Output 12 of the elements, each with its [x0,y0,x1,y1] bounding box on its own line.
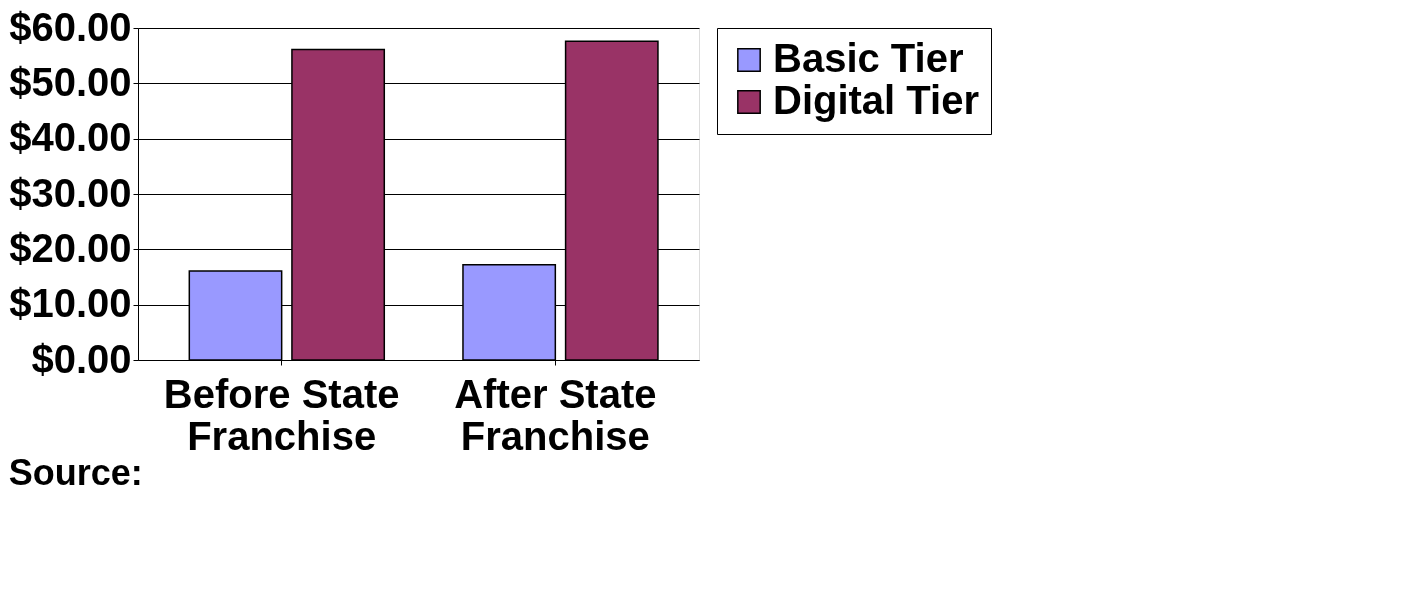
y-tick-label: $10.00 [9,281,132,326]
legend-label: Basic Tier [773,36,964,80]
y-tick-label: $60.00 [9,4,132,49]
y-tick-label: $40.00 [9,115,132,160]
x-tick-label: Before State Franchise [163,371,400,458]
source-note: Source: [8,452,143,493]
legend-label: Digital Tier [773,78,979,122]
y-tick-label: $50.00 [9,59,132,104]
y-tick-label: $20.00 [9,225,132,270]
y-tick-label: $30.00 [9,170,132,215]
y-tick-label: $0.00 [31,336,132,381]
x-tick-label: After State Franchise [454,371,657,458]
